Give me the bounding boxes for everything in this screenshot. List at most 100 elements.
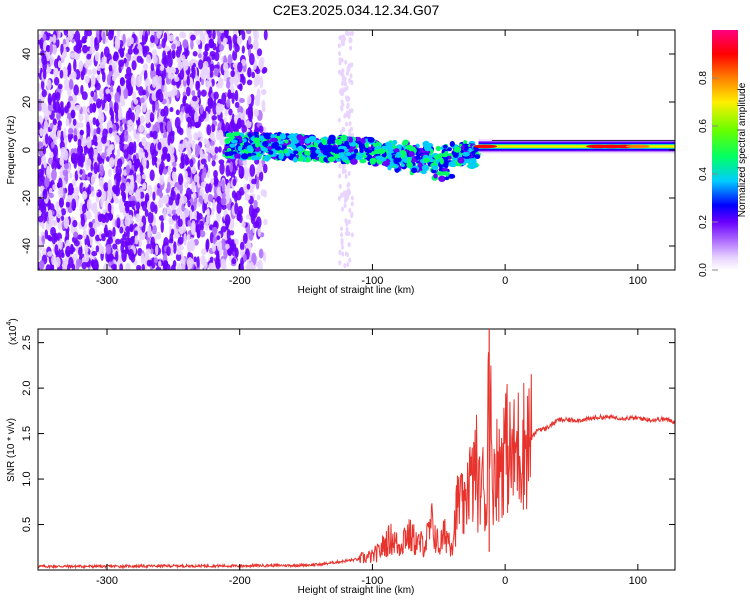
heatmap-cell xyxy=(49,56,55,66)
bottom-x-tick-label: 0 xyxy=(502,575,508,587)
heatmap-cell xyxy=(239,241,245,251)
heatmap-cell xyxy=(231,258,237,265)
heatmap-cell xyxy=(144,209,149,217)
heatmap-cell xyxy=(46,251,53,257)
heatmap-cell xyxy=(86,199,92,211)
heatmap-cell xyxy=(348,207,352,213)
heatmap-cell xyxy=(150,201,156,213)
heatmap-cell xyxy=(191,139,196,150)
heatmap-cell xyxy=(439,157,444,165)
bottom-x-tick-label: -300 xyxy=(96,575,118,587)
heatmap-cell xyxy=(201,33,206,45)
heatmap-cell xyxy=(251,208,255,222)
heatmap-cell xyxy=(119,263,124,270)
heatmap-cell xyxy=(71,198,77,211)
heatmap-cell xyxy=(200,77,205,86)
heatmap-cell xyxy=(174,116,181,129)
heatmap-cell xyxy=(167,68,172,75)
heatmap-cell xyxy=(438,171,447,176)
heatmap-cell xyxy=(116,217,121,229)
heatmap-cell xyxy=(182,78,187,87)
heatmap-cell xyxy=(341,169,345,175)
heatmap-cell xyxy=(60,146,66,155)
heatmap-cell xyxy=(77,259,82,268)
heatmap-cell xyxy=(208,38,215,49)
heatmap-cell xyxy=(344,112,348,118)
heatmap-cell xyxy=(240,153,249,160)
heatmap-cell xyxy=(149,112,155,123)
heatmap-cell xyxy=(108,253,114,262)
heatmap-cell xyxy=(225,81,231,89)
heatmap-cell xyxy=(239,97,245,103)
heatmap-cell xyxy=(48,216,53,229)
heatmap-cell xyxy=(163,84,168,97)
heatmap-cell xyxy=(237,84,243,90)
heatmap-cell xyxy=(199,148,203,158)
heatmap-cell xyxy=(344,218,348,224)
heatmap-cell xyxy=(161,77,165,86)
heatmap-cell xyxy=(340,240,344,246)
heatmap-cell xyxy=(237,145,243,152)
heatmap-cell xyxy=(251,71,256,79)
heatmap-cell xyxy=(142,47,147,55)
heatmap-cell xyxy=(199,104,204,115)
heatmap-cell xyxy=(196,256,200,268)
heatmap-cell xyxy=(52,34,57,44)
heatmap-cell xyxy=(126,37,132,47)
heatmap-cell xyxy=(187,219,192,227)
heatmap-cell xyxy=(115,111,119,123)
heatmap-cell xyxy=(350,158,358,165)
heatmap-cell xyxy=(355,136,362,142)
heatmap-cell xyxy=(146,248,151,255)
heatmap-cell xyxy=(229,77,235,85)
heatmap-cell xyxy=(340,192,344,198)
heatmap-cell xyxy=(364,142,369,149)
heatmap-cell xyxy=(279,140,285,145)
heatmap-cell xyxy=(166,153,171,163)
heatmap-peak xyxy=(473,144,498,149)
heatmap-cell xyxy=(89,103,94,114)
heatmap-cell xyxy=(181,259,186,270)
heatmap-cell xyxy=(38,141,43,148)
heatmap-cell xyxy=(119,125,123,132)
heatmap-cell xyxy=(375,155,383,160)
heatmap-cell xyxy=(153,257,159,264)
heatmap-cell xyxy=(200,89,207,97)
heatmap-cell xyxy=(175,48,181,58)
heatmap-cell xyxy=(171,43,176,50)
top-x-tick-label: -200 xyxy=(229,275,251,287)
heatmap-cell xyxy=(309,146,317,151)
heatmap-cell xyxy=(284,139,289,144)
heatmap-cell xyxy=(170,228,175,236)
colorbar-label: Normalized spectral amplitude xyxy=(737,82,748,217)
heatmap-cell xyxy=(338,51,342,57)
heatmap-cell xyxy=(155,231,162,240)
heatmap-cell xyxy=(196,228,201,239)
heatmap-cell xyxy=(150,35,155,44)
heatmap-cell xyxy=(340,134,348,142)
heatmap-cell xyxy=(101,135,107,144)
heatmap-cell xyxy=(173,241,177,254)
heatmap-cell xyxy=(152,191,156,201)
heatmap-cell xyxy=(106,147,113,154)
heatmap-cell xyxy=(348,136,353,143)
heatmap-cell xyxy=(172,166,177,173)
heatmap-cell xyxy=(347,188,351,194)
heatmap-cell xyxy=(78,111,84,122)
heatmap-cell xyxy=(223,62,229,72)
heatmap-cell xyxy=(369,158,377,163)
heatmap-cell xyxy=(144,150,149,158)
heatmap-cell xyxy=(186,176,191,185)
heatmap-cell xyxy=(131,200,136,207)
heatmap-cell xyxy=(347,112,351,118)
heatmap-cell xyxy=(73,58,77,72)
heatmap-cell xyxy=(347,219,351,225)
heatmap-cell xyxy=(341,76,345,82)
heatmap-cell xyxy=(107,30,114,41)
heatmap-cell xyxy=(154,100,160,111)
heatmap-cell xyxy=(192,51,198,57)
heatmap-cell xyxy=(342,87,346,93)
heatmap-cell xyxy=(63,216,70,229)
heatmap-cell xyxy=(365,149,373,154)
heatmap-cell xyxy=(40,79,45,91)
